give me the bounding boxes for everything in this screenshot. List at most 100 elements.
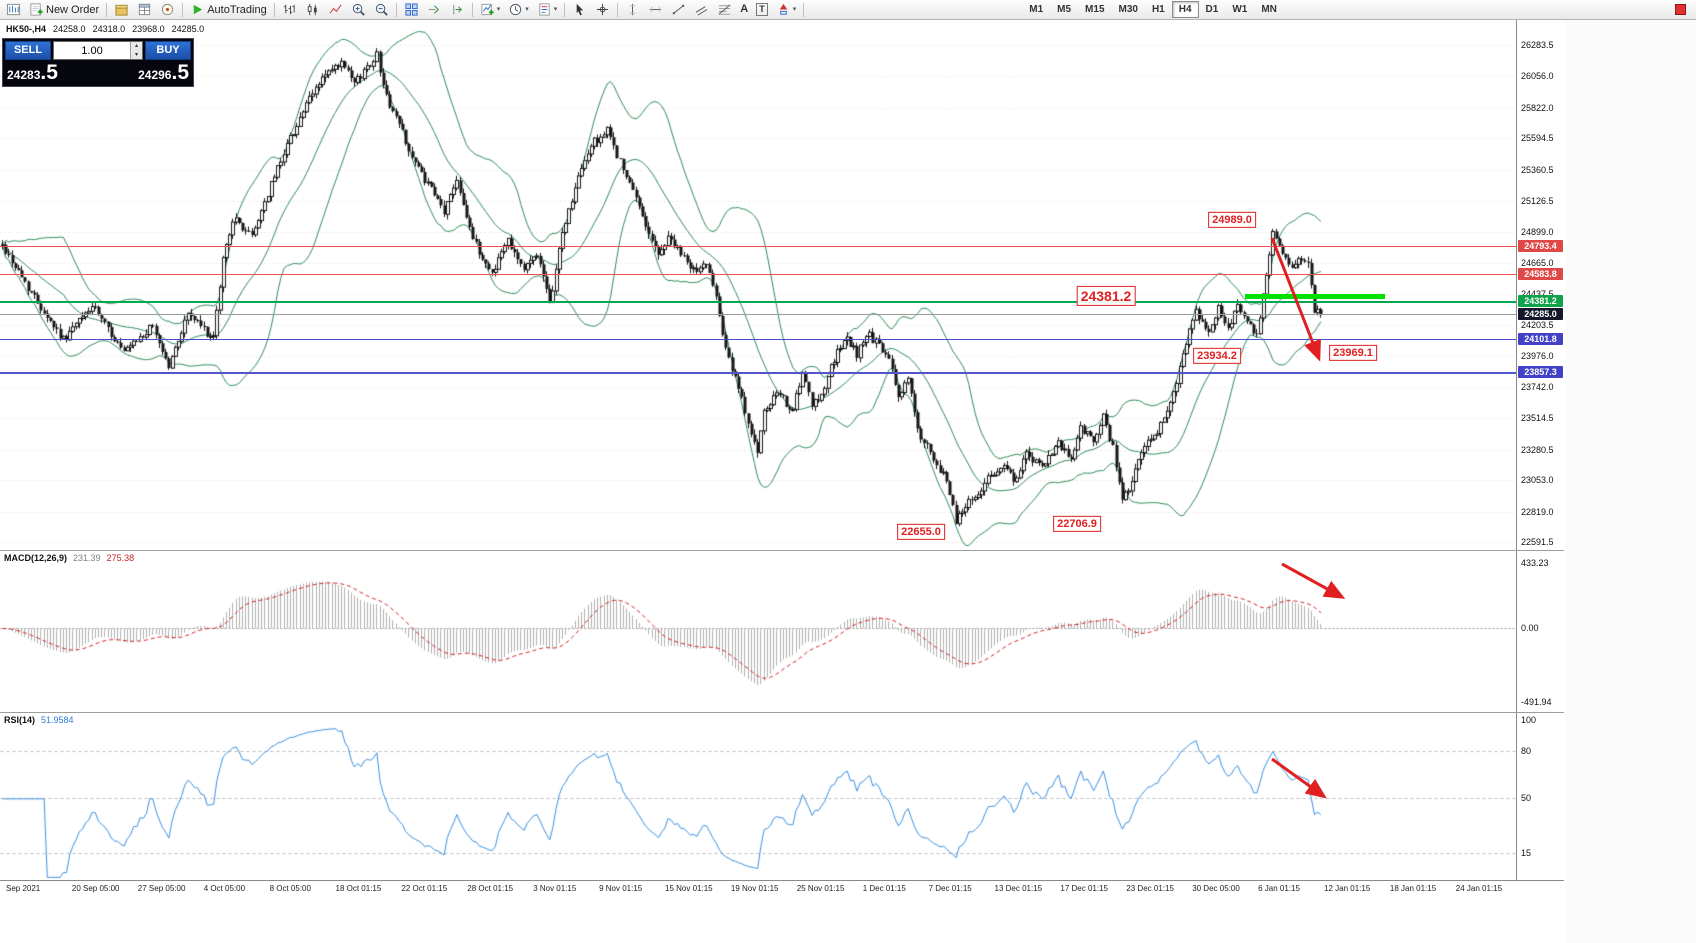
- chart-shift-icon[interactable]: [446, 1, 469, 19]
- macd-scale-tick: 0.00: [1521, 623, 1539, 633]
- line-chart-mode-icon[interactable]: [324, 1, 347, 19]
- rsi-scale-tick: 15: [1521, 848, 1532, 859]
- ohlc-low: 23968.0: [132, 24, 165, 34]
- channel-icon[interactable]: [690, 1, 713, 19]
- price-tick: 24665.0: [1521, 258, 1554, 269]
- macd-pane-splitter[interactable]: [0, 550, 1564, 551]
- ask-price: 24296 .5: [138, 61, 189, 84]
- price-annotation[interactable]: 22655.0: [897, 523, 945, 541]
- data-window-icon[interactable]: [133, 1, 156, 19]
- timeframe-group: M1 M5 M15 M30 H1 H4 D1 W1 MN: [1022, 1, 1284, 18]
- separator: [182, 2, 184, 17]
- navigator-icon[interactable]: [156, 1, 179, 19]
- price-annotation[interactable]: 24989.0: [1208, 211, 1256, 229]
- chevron-down-icon: ▾: [553, 6, 558, 13]
- volume-input[interactable]: [54, 42, 130, 59]
- indicators-icon[interactable]: ▾: [476, 1, 505, 19]
- chart-ohlc-title: HK50-,H4 24258.0 24318.0 23968.0 24285.0: [6, 24, 204, 34]
- timeframe-m1[interactable]: M1: [1029, 4, 1044, 15]
- auto-scroll-icon[interactable]: [423, 1, 446, 19]
- autotrading-label: AutoTrading: [207, 3, 267, 16]
- volume-down-icon[interactable]: ▾: [131, 50, 142, 59]
- text-tool-icon[interactable]: A: [740, 3, 749, 15]
- separator: [106, 2, 108, 17]
- horizontal-level-line[interactable]: [0, 339, 1516, 340]
- horizontal-line-icon[interactable]: [644, 1, 667, 19]
- time-axis-label: 9 Nov 01:15: [599, 884, 643, 893]
- right-filler: [1565, 20, 1696, 943]
- price-annotation[interactable]: 24381.2: [1076, 285, 1136, 307]
- price-tick: 22591.5: [1521, 537, 1554, 548]
- price-annotation[interactable]: 22706.9: [1053, 515, 1101, 533]
- autotrading-button[interactable]: AutoTrading: [186, 1, 271, 19]
- vertical-line-icon[interactable]: [621, 1, 644, 19]
- time-axis-label: 17 Dec 01:15: [1060, 884, 1108, 893]
- status-icon[interactable]: [1675, 4, 1686, 15]
- macd-canvas[interactable]: [0, 550, 1516, 712]
- time-axis-label: 12 Jan 01:15: [1324, 884, 1371, 893]
- price-tick: 23976.0: [1521, 350, 1554, 361]
- time-axis[interactable]: Sep 2021 20 Sep 05:00 27 Sep 05:00 4 Oct 05…: [0, 880, 1564, 898]
- macd-label: MACD(12,26,9) 231.39 275.38: [4, 553, 135, 563]
- sell-button[interactable]: SELL: [5, 41, 51, 60]
- fibonacci-icon[interactable]: [713, 1, 736, 19]
- price-tick: 24203.5: [1521, 320, 1554, 331]
- time-axis-label: 18 Oct 01:15: [335, 884, 382, 893]
- price-scale[interactable]: 26283.5 26056.0 25822.0 25594.5 25360.5 25126…: [1516, 20, 1564, 880]
- time-axis-label: 27 Sep 05:00: [137, 884, 186, 893]
- templates-icon[interactable]: ▾: [533, 1, 562, 19]
- chart-window-icon[interactable]: [2, 1, 25, 19]
- time-axis-label: 19 Nov 01:15: [730, 884, 779, 893]
- horizontal-level-line[interactable]: [0, 246, 1516, 247]
- tile-windows-icon[interactable]: [400, 1, 423, 19]
- macd-signal-value: 275.38: [106, 553, 135, 563]
- timeframe-w1[interactable]: W1: [1232, 4, 1248, 15]
- text-label-tool-icon[interactable]: T: [752, 1, 772, 19]
- rsi-canvas[interactable]: [0, 712, 1516, 880]
- periods-icon[interactable]: ▾: [504, 1, 533, 19]
- time-axis-label: 18 Jan 01:15: [1389, 884, 1437, 893]
- bid-price: 24283 .5: [7, 61, 58, 84]
- price-annotation[interactable]: 23934.2: [1193, 347, 1241, 365]
- time-axis-label: 30 Dec 05:00: [1192, 884, 1240, 893]
- timeframe-h1[interactable]: H1: [1151, 4, 1165, 15]
- macd-scale-tick: -491.94: [1521, 696, 1552, 707]
- price-tick: 23514.5: [1521, 413, 1554, 424]
- market-watch-icon[interactable]: [110, 1, 133, 19]
- zoom-in-icon[interactable]: [347, 1, 370, 19]
- horizontal-level-line[interactable]: [0, 372, 1516, 374]
- time-axis-label: 15 Nov 01:15: [665, 884, 713, 893]
- price-tick: 26056.0: [1521, 71, 1554, 82]
- trendline-icon[interactable]: [667, 1, 690, 19]
- new-order-label: New Order: [46, 3, 100, 16]
- bar-chart-mode-icon[interactable]: [278, 1, 301, 19]
- horizontal-level-line[interactable]: [0, 314, 1516, 315]
- rsi-pane-splitter[interactable]: [0, 712, 1564, 713]
- price-annotation[interactable]: 23969.1: [1329, 344, 1377, 362]
- arrows-shapes-icon[interactable]: ▾: [772, 1, 801, 19]
- cursor-icon[interactable]: [568, 1, 591, 19]
- volume-up-icon[interactable]: ▴: [131, 42, 142, 51]
- price-tick: 24899.0: [1521, 226, 1554, 237]
- zoom-out-icon[interactable]: [370, 1, 393, 19]
- timeframe-m5[interactable]: M5: [1057, 4, 1072, 15]
- separator: [803, 2, 805, 17]
- main-chart-canvas[interactable]: [0, 20, 1516, 550]
- timeframe-d1[interactable]: D1: [1205, 4, 1219, 15]
- horizontal-level-line[interactable]: [0, 301, 1516, 303]
- timeframe-m15[interactable]: M15: [1085, 4, 1105, 15]
- candlestick-mode-icon[interactable]: [301, 1, 324, 19]
- timeframe-m30[interactable]: M30: [1118, 4, 1138, 15]
- timeframe-h4[interactable]: H4: [1171, 1, 1199, 18]
- crosshair-icon[interactable]: [591, 1, 614, 19]
- horizontal-level-line[interactable]: [0, 274, 1516, 275]
- new-order-button[interactable]: New Order: [25, 1, 103, 19]
- buy-button[interactable]: BUY: [145, 41, 191, 60]
- rsi-scale-tick: 100: [1521, 714, 1537, 725]
- time-axis-label: Sep 2021: [6, 884, 41, 893]
- timeframe-mn[interactable]: MN: [1261, 4, 1277, 15]
- highlight-segment[interactable]: [1245, 294, 1385, 299]
- autotrading-play-icon: [193, 4, 203, 15]
- ohlc-high: 24318.0: [92, 24, 126, 34]
